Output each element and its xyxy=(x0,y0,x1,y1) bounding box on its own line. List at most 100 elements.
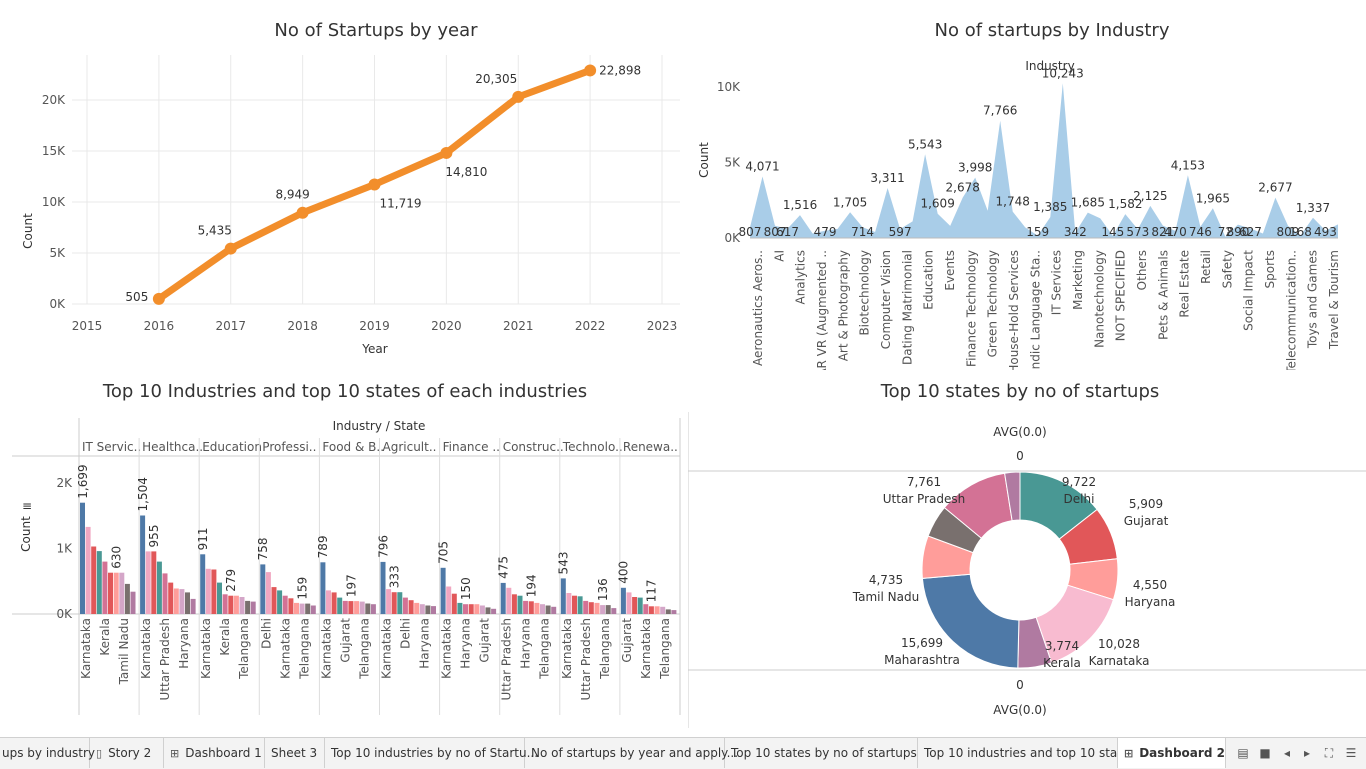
state-bar[interactable] xyxy=(113,572,119,614)
state-bar[interactable] xyxy=(277,590,283,614)
state-bar[interactable] xyxy=(588,602,594,614)
year-point[interactable] xyxy=(368,178,381,191)
next-sheet-icon[interactable]: ▸ xyxy=(1303,746,1311,760)
state-bar[interactable] xyxy=(665,609,671,614)
state-bar[interactable] xyxy=(479,605,485,615)
state-bar[interactable] xyxy=(205,568,211,614)
state-bar[interactable] xyxy=(500,582,506,614)
state-bar[interactable] xyxy=(239,597,245,614)
state-bar[interactable] xyxy=(594,602,600,614)
state-bar[interactable] xyxy=(337,597,343,614)
state-bar[interactable] xyxy=(173,588,179,615)
state-bar[interactable] xyxy=(419,604,425,614)
state-bar[interactable] xyxy=(85,526,91,614)
year-point[interactable] xyxy=(224,242,237,255)
show-filmstrip-icon[interactable]: ■ xyxy=(1259,746,1271,760)
state-bar[interactable] xyxy=(265,572,271,614)
state-slice[interactable] xyxy=(1004,471,1021,522)
state-bar[interactable] xyxy=(402,597,408,614)
state-bar[interactable] xyxy=(310,605,316,615)
state-bar[interactable] xyxy=(370,604,376,614)
state-bar[interactable] xyxy=(260,564,266,614)
state-bar[interactable] xyxy=(359,601,365,614)
state-bar[interactable] xyxy=(331,592,337,614)
state-bar[interactable] xyxy=(431,606,436,614)
state-bar[interactable] xyxy=(632,597,638,614)
year-point[interactable] xyxy=(512,90,525,103)
state-bar[interactable] xyxy=(282,595,288,614)
state-bar[interactable] xyxy=(130,591,136,614)
state-bar[interactable] xyxy=(91,546,97,615)
state-bar[interactable] xyxy=(320,562,326,614)
state-bar[interactable] xyxy=(185,592,190,614)
state-bar[interactable] xyxy=(397,592,403,614)
state-bar[interactable] xyxy=(162,573,168,614)
state-bar[interactable] xyxy=(200,554,206,614)
year-line-chart[interactable]: 0K 5K 10K 15K 20K 2015 2016 2017 2018 2019 2020 20… xyxy=(0,50,690,365)
state-bar[interactable] xyxy=(660,606,666,614)
state-bar[interactable] xyxy=(156,561,162,614)
top10-bar-chart[interactable]: Industry / State Count ≡ 0K 1K 2K IT Servi… xyxy=(0,410,690,730)
state-bar[interactable] xyxy=(572,595,577,614)
state-bar[interactable] xyxy=(168,582,174,614)
state-bar[interactable] xyxy=(611,608,617,614)
state-bar[interactable] xyxy=(474,604,480,614)
state-bar[interactable] xyxy=(271,587,277,614)
state-bar[interactable] xyxy=(391,592,397,614)
state-bar[interactable] xyxy=(671,610,677,614)
state-bar[interactable] xyxy=(124,583,130,614)
tab-story-2[interactable]: ▯ Story 2 xyxy=(90,738,164,768)
state-bar[interactable] xyxy=(485,607,491,614)
state-bar[interactable] xyxy=(250,601,256,614)
state-bar[interactable] xyxy=(600,605,606,614)
prev-sheet-icon[interactable]: ◂ xyxy=(1283,746,1291,760)
state-bar[interactable] xyxy=(451,593,457,614)
state-bar[interactable] xyxy=(299,603,305,614)
tab-top10-states[interactable]: Top 10 states by no of startups xyxy=(725,738,918,768)
tab-top10-industries[interactable]: Top 10 industries by no of Startu... xyxy=(325,738,538,768)
state-bar[interactable] xyxy=(540,604,545,614)
state-bar[interactable] xyxy=(577,596,583,614)
show-sheet-sorter-icon[interactable]: ▤ xyxy=(1237,746,1249,760)
state-bar[interactable] xyxy=(440,567,446,614)
state-bar[interactable] xyxy=(140,515,146,615)
state-bar[interactable] xyxy=(348,601,354,614)
state-bar[interactable] xyxy=(620,587,626,614)
state-slice[interactable] xyxy=(921,573,1020,669)
tab-dashboard-1[interactable]: ⊞ Dashboard 1 xyxy=(164,738,265,768)
state-bar[interactable] xyxy=(190,598,196,614)
state-bar[interactable] xyxy=(626,592,632,614)
year-point[interactable] xyxy=(440,146,453,159)
state-bar[interactable] xyxy=(643,604,649,614)
state-bar[interactable] xyxy=(108,572,113,614)
state-bar[interactable] xyxy=(386,589,392,614)
state-bar[interactable] xyxy=(365,603,371,615)
state-bar[interactable] xyxy=(463,604,468,614)
state-bar[interactable] xyxy=(534,602,540,614)
tab-sheet-3[interactable]: Sheet 3 xyxy=(265,738,325,768)
state-bar[interactable] xyxy=(583,600,589,614)
state-bar[interactable] xyxy=(566,593,572,614)
state-bar[interactable] xyxy=(145,551,151,614)
state-bar[interactable] xyxy=(517,595,523,614)
sort-icon[interactable]: ≡ xyxy=(22,499,32,513)
state-bar[interactable] xyxy=(648,606,654,614)
state-bar[interactable] xyxy=(468,604,474,614)
state-bar[interactable] xyxy=(305,603,311,614)
state-bar[interactable] xyxy=(605,605,611,614)
state-bar[interactable] xyxy=(511,594,517,614)
state-bar[interactable] xyxy=(380,561,386,614)
state-bar[interactable] xyxy=(545,605,551,615)
state-bar[interactable] xyxy=(217,582,222,614)
state-bar[interactable] xyxy=(326,590,331,614)
year-point[interactable] xyxy=(296,206,309,219)
state-bar[interactable] xyxy=(506,587,512,614)
state-bar[interactable] xyxy=(119,572,125,614)
fullscreen-icon[interactable]: ⛶ xyxy=(1324,746,1334,760)
state-bar[interactable] xyxy=(342,600,348,614)
tab-startups-by-year[interactable]: No of startups by year and apply... xyxy=(525,738,738,768)
state-bar[interactable] xyxy=(96,551,102,614)
tab-top10-industries-states[interactable]: Top 10 industries and top 10 sta... xyxy=(918,738,1129,768)
state-bar[interactable] xyxy=(457,602,463,614)
